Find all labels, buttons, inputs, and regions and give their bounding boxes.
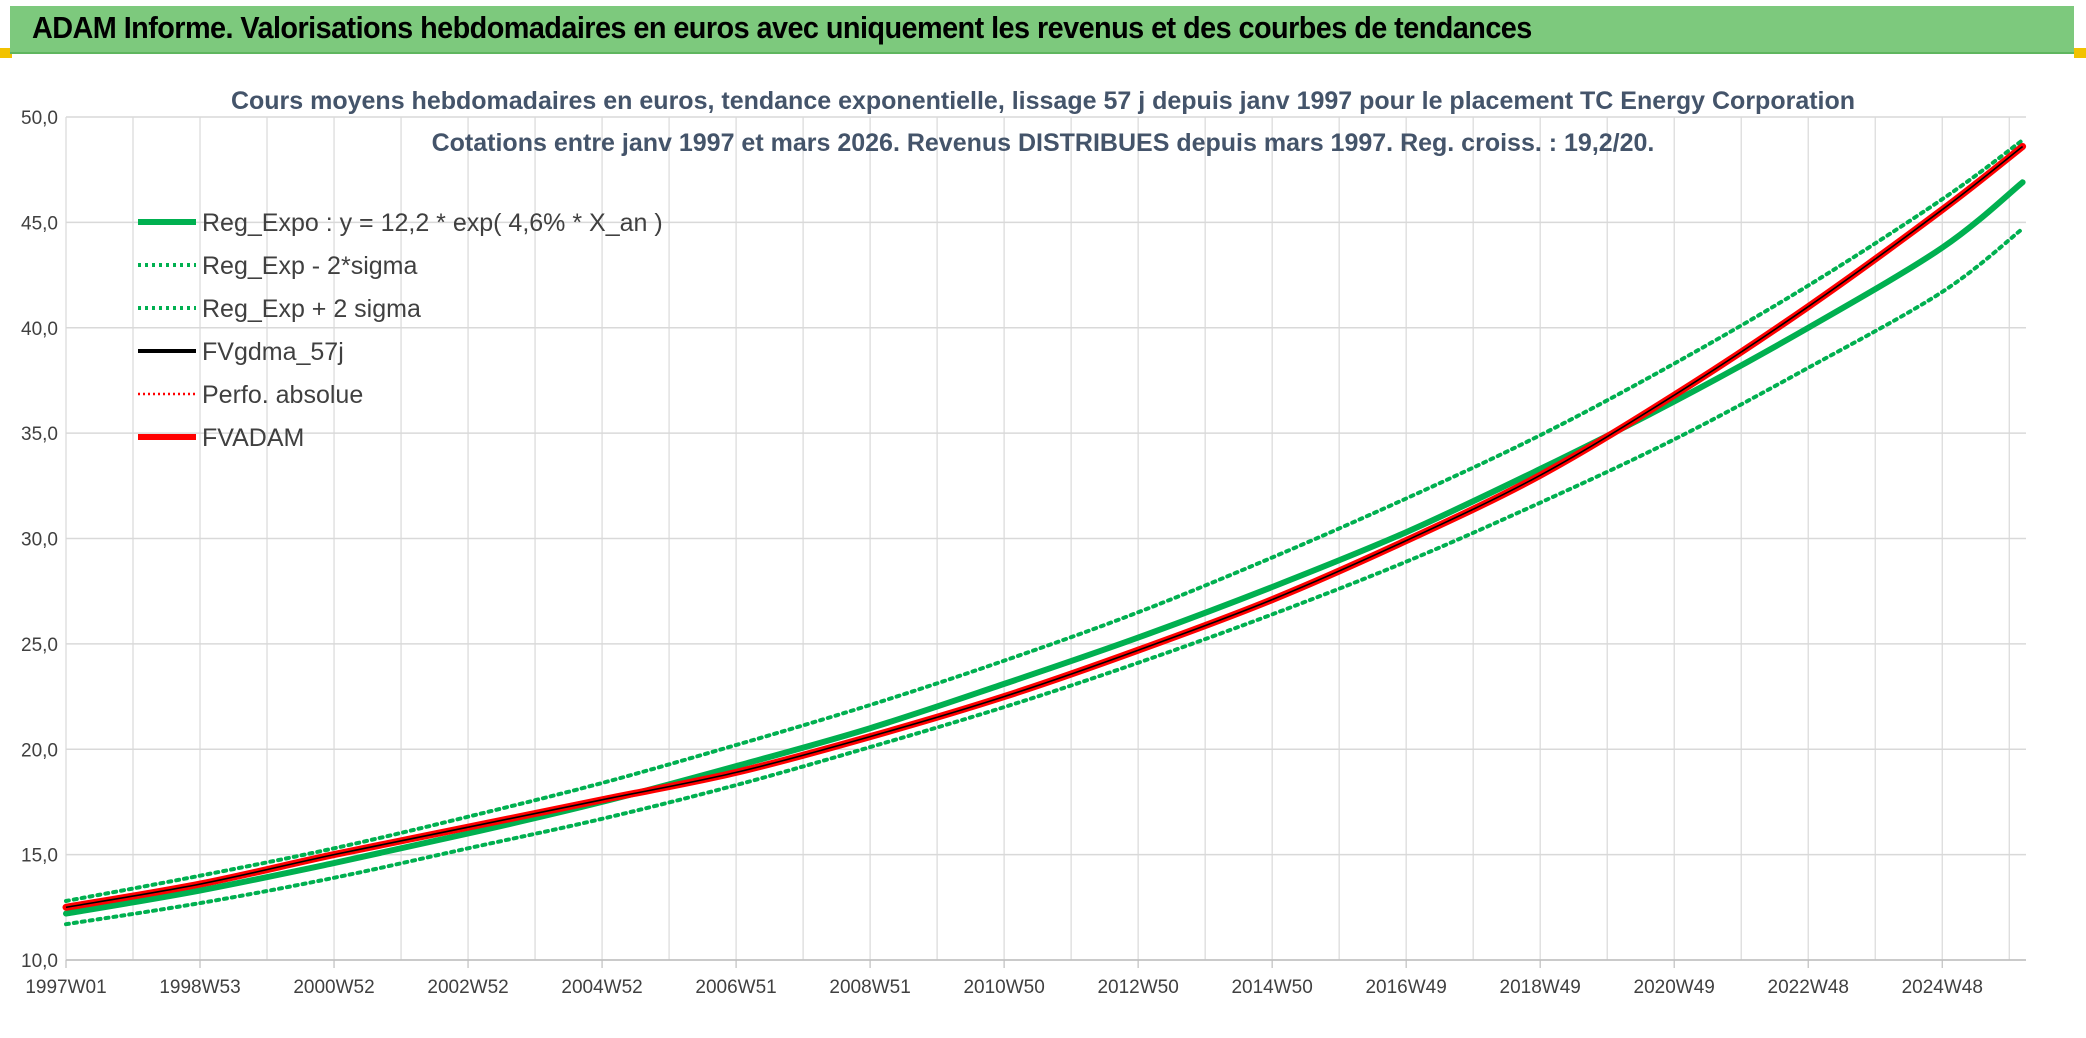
axes: 10,0 15,0 20,0 25,0 30,0 35,0 40,0 45,0 50,0 1997… — [21, 108, 2026, 998]
report-banner: ADAM Informe. Valorisations hebdomadaire… — [10, 6, 2074, 54]
x-tick-label: 2012W50 — [1097, 977, 1178, 998]
series-line-4-core — [65, 145, 2024, 909]
chart-title: Cours moyens hebdomadaires en euros, ten… — [231, 87, 1855, 157]
banner-title: ADAM Informe. Valorisations hebdomadaire… — [32, 10, 1532, 45]
y-tick-label: 20,0 — [21, 740, 58, 761]
legend-label: FVADAM — [202, 424, 304, 452]
x-tick-label: 2014W50 — [1231, 977, 1312, 998]
x-tick-label: 1997W01 — [25, 977, 106, 998]
x-tick-label: 2002W52 — [427, 977, 508, 998]
y-tick-label: 10,0 — [21, 951, 58, 972]
y-tick-label: 50,0 — [21, 108, 58, 129]
x-tick-label: 2008W51 — [829, 977, 910, 998]
legend-label: Perfo. absolue — [202, 381, 363, 409]
corner-marker-right — [2074, 48, 2086, 58]
legend-label: Reg_Exp + 2 sigma — [202, 295, 421, 323]
x-tick-label: 2000W52 — [293, 977, 374, 998]
series-line-3 — [64, 138, 2025, 903]
x-tick-label: 2024W48 — [1902, 977, 1983, 998]
series-line-2 — [64, 226, 2025, 927]
legend-label: FVgdma_57j — [202, 338, 344, 366]
x-tick-label: 1998W53 — [159, 977, 240, 998]
series — [62, 138, 2027, 927]
x-tick-label: 2022W48 — [1768, 977, 1849, 998]
chart-title-line-1: Cours moyens hebdomadaires en euros, ten… — [231, 87, 1855, 115]
x-tick-label: 2004W52 — [561, 977, 642, 998]
y-tick-label: 35,0 — [21, 424, 58, 445]
corner-marker-left — [0, 48, 12, 58]
y-tick-label: 40,0 — [21, 319, 58, 340]
legend-label: Reg_Exp - 2*sigma — [202, 252, 417, 280]
y-tick-label: 15,0 — [21, 846, 58, 867]
x-tick-label: 2016W49 — [1365, 977, 1446, 998]
x-tick-label: 2018W49 — [1500, 977, 1581, 998]
series-line-1 — [63, 179, 2026, 917]
grid — [65, 116, 2026, 961]
x-tick-label: 2020W49 — [1634, 977, 1715, 998]
chart-title-line-2: Cotations entre janv 1997 et mars 2026. … — [432, 129, 1655, 157]
x-tick-label: 2006W51 — [695, 977, 776, 998]
y-tick-label: 45,0 — [21, 213, 58, 234]
legend: Reg_Expo : y = 12,2 * exp( 4,6% * X_an )… — [138, 209, 663, 452]
y-tick-label: 25,0 — [21, 635, 58, 656]
x-tick-label: 2010W50 — [963, 977, 1044, 998]
legend-label: Reg_Expo : y = 12,2 * exp( 4,6% * X_an ) — [202, 209, 663, 237]
y-tick-label: 30,0 — [21, 530, 58, 551]
